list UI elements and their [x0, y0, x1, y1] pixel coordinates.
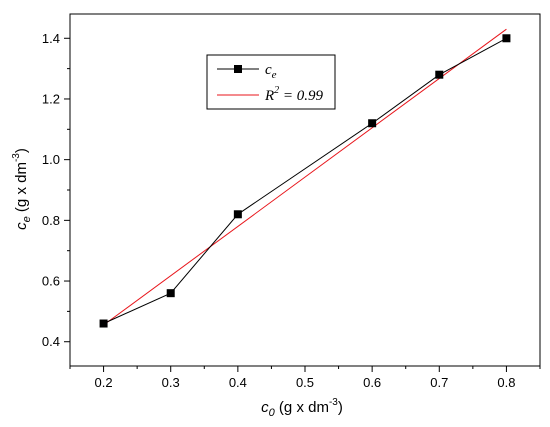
y-axis-label: ce (g x dm-3) — [11, 148, 33, 230]
x-tick-label: 0.4 — [229, 375, 247, 390]
y-tick-label: 0.8 — [42, 213, 60, 228]
x-tick-label: 0.7 — [430, 375, 448, 390]
x-tick-label: 0.2 — [95, 375, 113, 390]
legend: ce R2 = 0.99 — [206, 54, 336, 110]
x-tick-label: 0.5 — [296, 375, 314, 390]
legend-label-fit: R2 = 0.99 — [264, 85, 324, 104]
x-axis-label: c0 (g x dm-3) — [261, 397, 343, 419]
data-point — [502, 34, 511, 43]
data-point — [233, 210, 242, 219]
data-point — [166, 289, 175, 298]
x-tick-label: 0.6 — [363, 375, 381, 390]
y-tick-label: 1.0 — [42, 152, 60, 167]
legend-box — [206, 54, 336, 110]
y-tick-label: 1.4 — [42, 31, 60, 46]
data-markers — [99, 34, 511, 328]
y-tick-label: 1.2 — [42, 91, 60, 106]
data-series-line — [103, 37, 507, 324]
y-tick-label: 0.4 — [42, 334, 60, 349]
data-point — [435, 70, 444, 79]
x-axis-ticks: 0.2 0.3 0.4 0.5 0.6 0.7 0.8 — [69, 366, 541, 390]
data-point — [368, 119, 377, 128]
legend-label-data: ce — [265, 62, 277, 81]
legend-marker-data — [234, 65, 242, 73]
data-point — [99, 319, 108, 328]
y-axis-ticks: 0.4 0.6 0.8 1.0 1.2 1.4 — [42, 31, 70, 349]
y-tick-label: 0.6 — [42, 274, 60, 289]
x-tick-label: 0.3 — [162, 375, 180, 390]
x-tick-label: 0.8 — [497, 375, 515, 390]
